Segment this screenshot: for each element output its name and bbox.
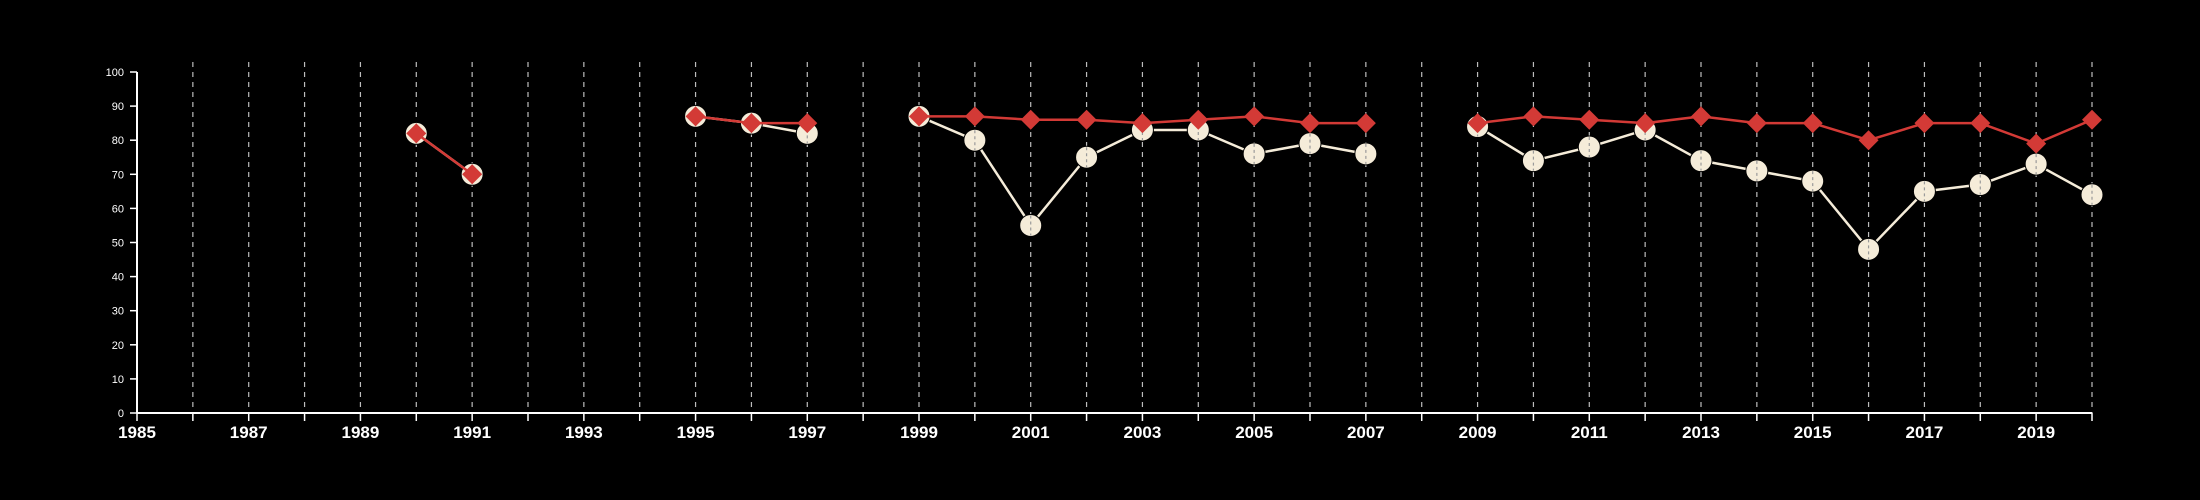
data-point-diamond [406, 123, 427, 144]
data-point-diamond [1635, 113, 1656, 134]
y-tick-label: 30 [112, 306, 124, 318]
data-point-diamond [1523, 106, 1544, 127]
y-tick-label: 40 [112, 272, 124, 284]
x-tick-label: 1999 [900, 423, 938, 442]
y-tick-label: 20 [112, 340, 124, 352]
y-tick-label: 100 [106, 67, 124, 79]
grid-layer [192, 62, 2093, 413]
x-tick-label: 2019 [2017, 423, 2055, 442]
data-point-circle [1019, 213, 1043, 237]
data-point-diamond [1970, 113, 1991, 134]
data-point-circle [2080, 183, 2104, 207]
data-point-diamond [1914, 113, 1935, 134]
data-point-diamond [1858, 130, 1879, 151]
y-tick-label: 60 [112, 203, 124, 215]
x-tick-label: 2003 [1124, 423, 1162, 442]
series-line [1476, 125, 2093, 251]
data-point-diamond [909, 106, 929, 127]
x-tick-label: 2011 [1571, 423, 1608, 442]
data-point-diamond [1020, 109, 1041, 130]
data-point-circle [1968, 173, 1992, 197]
data-point-circle [1745, 159, 1769, 183]
x-tick-label: 2005 [1235, 423, 1273, 442]
data-point-diamond [741, 113, 762, 134]
data-point-diamond [1244, 106, 1265, 127]
x-tick-label: 2013 [1682, 423, 1720, 442]
series-line [1477, 115, 2093, 145]
data-point-diamond [1691, 106, 1711, 127]
data-point-circle [1242, 142, 1266, 166]
data-point-diamond [1355, 113, 1376, 134]
x-tick-label: 1995 [677, 423, 715, 442]
y-tick-label: 50 [112, 238, 124, 250]
data-point-circle [1521, 149, 1545, 173]
x-tick-label: 1989 [342, 423, 380, 442]
data-point-diamond [1802, 113, 1823, 134]
data-point-circle [1354, 142, 1378, 166]
data-point-diamond [2026, 133, 2047, 154]
data-point-circle [963, 128, 987, 152]
x-tick-label: 1987 [230, 423, 268, 442]
x-tick-label: 2007 [1347, 423, 1385, 442]
axes-layer: 0 10 20 30 40 50 60 70 80 90 100 1985 1987 1989 1991 19… [106, 67, 2093, 442]
data-point-circle [1689, 149, 1713, 173]
x-tick-label: 2009 [1459, 423, 1497, 442]
series-group [406, 106, 2102, 185]
data-point-circle [1857, 237, 1881, 261]
y-tick-label: 80 [112, 135, 124, 147]
y-tick-label: 10 [112, 374, 124, 386]
x-tick-label: 2015 [1794, 423, 1832, 442]
y-tick-label: 90 [112, 101, 124, 113]
data-point-circle [1577, 135, 1601, 159]
data-point-circle [1801, 169, 1825, 193]
x-tick-label: 1993 [565, 423, 603, 442]
data-point-diamond [797, 113, 818, 134]
data-point-diamond [1300, 113, 1320, 134]
x-tick-label: 1991 [453, 423, 491, 442]
x-tick-label: 2017 [1906, 423, 1944, 442]
data-point-diamond [1132, 113, 1153, 134]
data-point-diamond [1188, 109, 1209, 130]
y-tick-label: 70 [112, 169, 124, 181]
y-tick-label: 0 [118, 408, 124, 420]
data-point-diamond [1467, 113, 1488, 134]
data-point-diamond [1579, 109, 1600, 130]
x-tick-label: 2001 [1012, 423, 1050, 442]
data-point-circle [1912, 179, 1936, 203]
data-point-diamond [1746, 113, 1767, 134]
data-point-diamond [685, 106, 706, 127]
x-tick-label: 1997 [788, 423, 826, 442]
series-line [415, 132, 473, 176]
data-point-diamond [2082, 109, 2102, 130]
x-tick-label: 1985 [118, 423, 156, 442]
series-group [404, 104, 2104, 261]
series-layer [404, 104, 2104, 261]
data-point-diamond [1076, 109, 1097, 130]
data-point-circle [1075, 145, 1099, 169]
data-point-diamond [964, 106, 985, 127]
data-point-diamond [462, 164, 483, 185]
